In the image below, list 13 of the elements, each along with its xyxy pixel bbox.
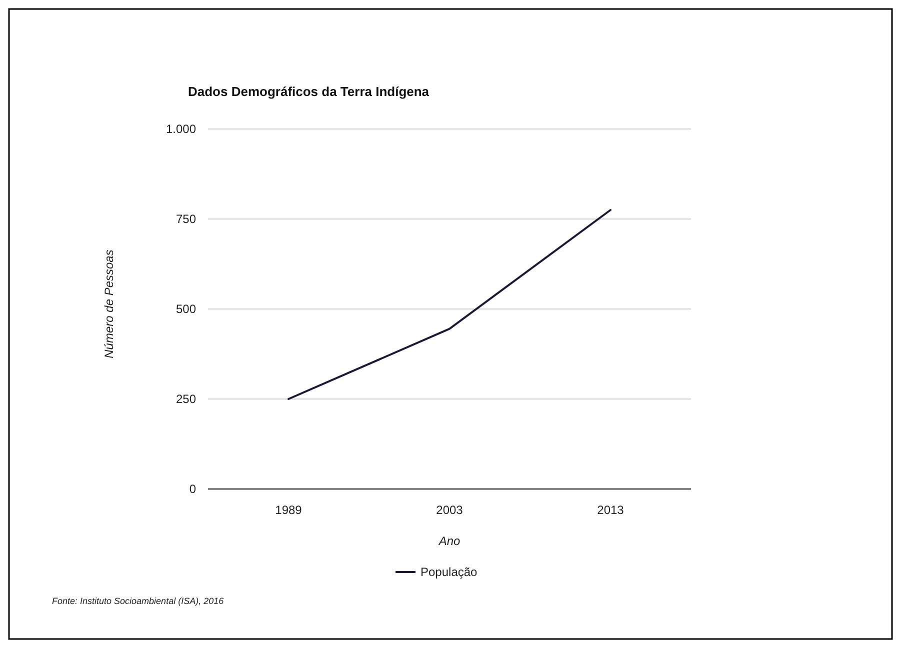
y-tick-label: 0 (189, 482, 196, 496)
y-tick-label: 500 (176, 302, 196, 316)
x-axis-title: Ano (438, 534, 460, 548)
x-tick-label: 1989 (275, 503, 302, 517)
y-tick-label: 750 (176, 212, 196, 226)
legend-label: População (420, 565, 478, 580)
chart-title: Dados Demográficos da Terra Indígena (188, 84, 430, 99)
y-tick-label: 250 (176, 392, 196, 406)
x-tick-label: 2013 (597, 503, 624, 517)
x-tick-label: 2003 (436, 503, 464, 517)
y-tick-label: 1.000 (166, 122, 196, 136)
source-note: Fonte: Instituto Socioambiental (ISA), 2016 (52, 596, 224, 606)
y-axis-title: Número de Pessoas (102, 250, 116, 358)
